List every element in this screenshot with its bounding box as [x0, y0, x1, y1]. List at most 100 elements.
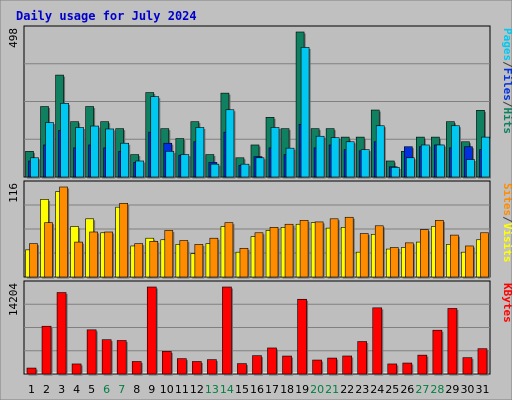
bar-pages — [330, 137, 340, 178]
x-tick-label: 21 — [325, 383, 339, 396]
legend-entry: Pages — [501, 28, 512, 61]
bar-visits — [269, 227, 279, 278]
bar-visits — [374, 225, 384, 278]
bar-pages — [300, 47, 310, 178]
x-tick-label: 6 — [103, 383, 110, 396]
legend: KBytes — [501, 283, 512, 323]
x-tick-label: 27 — [415, 383, 429, 396]
bar-pages — [451, 125, 460, 178]
bar-visits — [134, 243, 144, 278]
bar-kbytes — [252, 355, 262, 375]
bar-visits — [389, 247, 399, 278]
x-tick-label: 26 — [400, 383, 414, 396]
y-max-label: 116 — [7, 183, 20, 203]
bar-pages — [120, 142, 129, 178]
bar-kbytes — [131, 361, 142, 375]
bar-kbytes — [41, 325, 52, 375]
x-tick-label: 9 — [148, 383, 155, 396]
bar-kbytes — [357, 341, 368, 375]
bar-visits — [239, 247, 249, 278]
x-tick-label: 4 — [73, 383, 80, 396]
bar-pages — [406, 157, 415, 178]
bar-pages — [210, 163, 220, 178]
bar-visits — [420, 229, 429, 278]
legend-entry: Files — [501, 68, 512, 101]
bar-visits — [74, 241, 83, 278]
bar-visits — [29, 243, 38, 278]
bar-pages — [421, 144, 430, 178]
bar-pages — [390, 167, 400, 178]
bar-pages — [135, 160, 145, 178]
x-tick-label: 15 — [235, 383, 249, 396]
bar-visits — [359, 233, 369, 278]
x-tick-label: 11 — [175, 383, 189, 396]
x-tick-label: 2 — [43, 383, 50, 396]
x-tick-label: 3 — [58, 383, 65, 396]
panel-bars — [26, 286, 489, 376]
bar-kbytes — [267, 347, 277, 375]
bar-pages — [481, 136, 490, 178]
bar-pages — [30, 157, 39, 178]
legend-entry: / — [501, 61, 512, 68]
bar-pages — [150, 96, 160, 178]
chart-title: Daily usage for July 2024 — [16, 9, 197, 23]
bar-visits — [329, 218, 339, 278]
x-tick-label: 30 — [460, 383, 474, 396]
bar-kbytes — [222, 286, 232, 375]
bar-kbytes — [101, 339, 112, 375]
bar-kbytes — [146, 286, 157, 375]
bar-kbytes — [116, 340, 127, 375]
legend-entry: / — [501, 216, 512, 223]
bar-pages — [45, 122, 54, 178]
bar-visits — [149, 241, 159, 278]
bar-kbytes — [477, 348, 488, 375]
bar-pages — [466, 159, 475, 178]
bar-visits — [224, 222, 234, 278]
bar-kbytes — [342, 355, 352, 375]
x-tick-label: 19 — [295, 383, 309, 396]
bar-kbytes — [192, 361, 202, 375]
x-tick-label: 7 — [118, 383, 125, 396]
bar-kbytes — [237, 363, 247, 375]
legend-entry: Visits — [501, 223, 512, 263]
panel-visits-sites: 116 Sites/Visits — [7, 180, 512, 279]
legend-entry: Sites — [501, 183, 512, 216]
bar-kbytes — [402, 362, 413, 375]
bar-pages — [360, 149, 370, 178]
x-tick-label: 25 — [385, 383, 399, 396]
bar-kbytes — [432, 329, 443, 375]
bar-pages — [105, 128, 114, 178]
bar-pages — [60, 103, 69, 178]
chart-panels: 498Pages/Files/Hits116Sites/Visits14204K… — [7, 25, 512, 376]
bar-kbytes — [282, 355, 292, 375]
bar-kbytes — [71, 363, 82, 375]
bar-kbytes — [297, 298, 307, 375]
bar-pages — [180, 154, 190, 178]
bar-kbytes — [327, 357, 337, 375]
bar-visits — [450, 234, 459, 278]
bar-kbytes — [387, 363, 398, 375]
x-tick-label: 12 — [190, 383, 204, 396]
bar-kbytes — [26, 367, 37, 375]
x-tick-label: 24 — [370, 383, 384, 396]
bar-kbytes — [177, 358, 187, 375]
x-tick-label: 16 — [250, 383, 264, 396]
x-tick-label: 29 — [445, 383, 459, 396]
x-tick-label: 31 — [475, 383, 489, 396]
panel-gridlines — [24, 303, 490, 352]
x-tick-label: 18 — [280, 383, 294, 396]
legend: Sites/Visits — [501, 183, 512, 263]
bar-pages — [285, 147, 295, 178]
x-tick-label: 14 — [220, 383, 234, 396]
bar-kbytes — [312, 359, 322, 375]
bar-pages — [90, 125, 99, 178]
bar-pages — [75, 127, 84, 178]
bar-visits — [104, 231, 113, 278]
bar-visits — [89, 231, 98, 278]
bar-pages — [195, 127, 205, 178]
bar-visits — [405, 242, 414, 278]
x-tick-label: 22 — [340, 383, 354, 396]
x-axis-day-labels: 1 2 3 4 5 6 7 8 9 10 11 12 13 14 15 16 17 18 19 20 21 22 23 24 2… — [28, 383, 489, 396]
bar-visits — [254, 232, 264, 278]
